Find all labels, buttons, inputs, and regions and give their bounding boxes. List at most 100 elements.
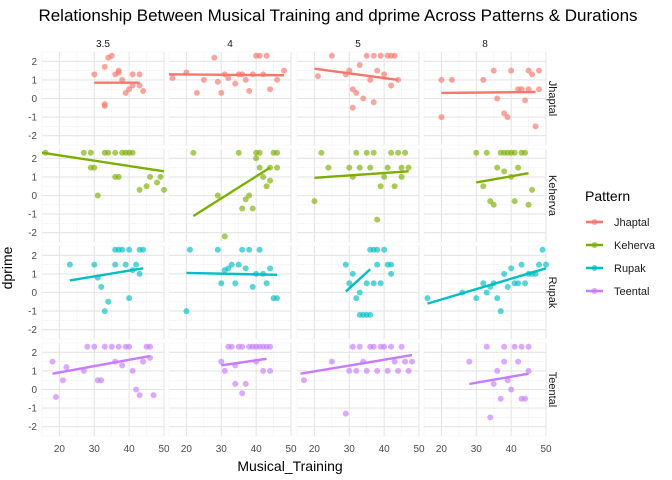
data-point xyxy=(480,280,487,287)
data-point xyxy=(49,358,56,365)
legend-label: Jhaptal xyxy=(614,217,649,229)
data-point xyxy=(515,358,522,365)
data-point xyxy=(136,71,143,78)
y-tick-label: 2 xyxy=(31,154,37,165)
data-point xyxy=(381,246,388,253)
legend: Pattern Jhaptal Keherva Rupak Teental xyxy=(585,188,656,298)
x-tick-label: 30 xyxy=(344,444,356,455)
data-point xyxy=(384,367,391,374)
data-point xyxy=(242,380,249,387)
trend-line xyxy=(168,73,285,77)
data-point xyxy=(501,343,508,350)
data-point xyxy=(267,265,274,272)
data-point xyxy=(136,270,143,277)
trend-line xyxy=(427,267,547,305)
x-tick-label: 20 xyxy=(181,444,193,455)
data-point xyxy=(353,367,360,374)
data-point xyxy=(228,261,235,268)
data-point xyxy=(242,265,249,272)
data-point xyxy=(186,246,193,253)
data-point xyxy=(246,192,253,199)
data-point xyxy=(536,261,543,268)
data-point xyxy=(388,261,395,268)
data-point xyxy=(133,261,140,268)
facet-row-label: Teental xyxy=(546,372,558,407)
facet-panel xyxy=(296,148,420,243)
data-point xyxy=(370,52,377,59)
data-point xyxy=(267,367,274,374)
data-point xyxy=(105,149,112,156)
data-point xyxy=(391,183,398,190)
data-point xyxy=(525,86,532,93)
data-point xyxy=(136,392,143,399)
data-point xyxy=(129,149,136,156)
data-point xyxy=(501,168,508,175)
data-point xyxy=(263,183,270,190)
data-point xyxy=(346,280,353,287)
legend-point-swatch xyxy=(591,242,598,248)
data-point xyxy=(126,295,133,302)
y-tick-label: 0 xyxy=(31,191,37,202)
data-point xyxy=(232,80,239,87)
data-point xyxy=(59,377,66,384)
data-point xyxy=(129,71,136,78)
data-point xyxy=(518,343,525,350)
legend-label: Keherva xyxy=(614,240,656,252)
data-point xyxy=(405,164,412,171)
data-point xyxy=(143,183,150,190)
data-point xyxy=(267,343,274,350)
data-point xyxy=(112,149,119,156)
data-point xyxy=(487,414,494,421)
data-point xyxy=(518,86,525,93)
trend-line xyxy=(314,170,409,180)
data-point xyxy=(183,308,190,315)
data-point xyxy=(370,280,377,287)
x-tick-label: 40 xyxy=(506,444,518,455)
data-point xyxy=(508,67,515,74)
data-point xyxy=(515,280,522,287)
x-tick-label: 20 xyxy=(309,444,321,455)
data-point xyxy=(398,173,405,180)
data-point xyxy=(214,192,221,199)
data-point xyxy=(381,173,388,180)
data-point xyxy=(225,75,232,82)
data-point xyxy=(263,52,270,59)
x-tick-label: 50 xyxy=(540,444,552,455)
y-tick-label: -1 xyxy=(28,113,37,124)
data-point xyxy=(483,289,490,296)
data-point xyxy=(515,164,522,171)
data-point xyxy=(438,114,445,121)
data-point xyxy=(274,164,281,171)
data-point xyxy=(543,261,549,268)
data-point xyxy=(211,54,218,61)
y-tick-label: 2 xyxy=(31,57,37,68)
data-point xyxy=(140,358,147,365)
facet-panel xyxy=(168,51,292,146)
data-point xyxy=(129,367,136,374)
data-point xyxy=(388,82,395,89)
data-point xyxy=(136,186,143,193)
data-point xyxy=(147,343,154,350)
data-point xyxy=(232,280,239,287)
y-axis-title: dprime xyxy=(0,246,15,289)
data-point xyxy=(529,71,536,78)
data-point xyxy=(353,89,360,96)
legend-point-swatch xyxy=(591,288,598,294)
data-point xyxy=(377,280,384,287)
data-point xyxy=(342,410,349,417)
data-point xyxy=(349,343,356,350)
trend-line xyxy=(314,67,399,82)
y-tick-label: 0 xyxy=(31,288,37,299)
data-point xyxy=(157,173,164,180)
data-point xyxy=(115,173,122,180)
x-tick-label: 50 xyxy=(413,444,425,455)
data-point xyxy=(98,283,105,290)
data-point xyxy=(522,280,529,287)
data-point xyxy=(232,380,239,387)
data-point xyxy=(108,343,115,350)
y-tick-label: -2 xyxy=(28,422,37,433)
data-point xyxy=(391,358,398,365)
chart-title: Relationship Between Musical Training an… xyxy=(38,6,637,25)
data-point xyxy=(328,52,335,59)
data-point xyxy=(480,76,487,83)
